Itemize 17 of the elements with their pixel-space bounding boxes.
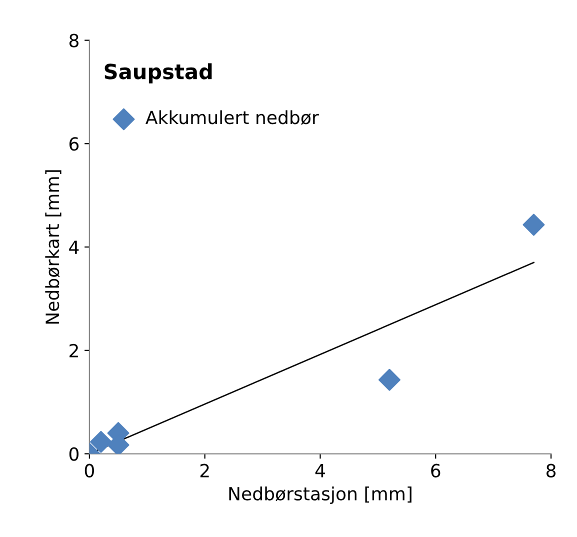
- legend-label: Akkumulert nedbør: [146, 110, 319, 125]
- x-tick-label: 8: [546, 464, 556, 478]
- x-tick-label: 4: [315, 464, 325, 478]
- y-tick-label: 4: [69, 240, 79, 254]
- point: [378, 368, 400, 391]
- point: [522, 214, 545, 236]
- y-tick-label: 8: [69, 34, 78, 48]
- x-tick-label: 0: [84, 464, 94, 478]
- y-tick-label: 6: [69, 137, 79, 151]
- text: Saupstad: [104, 63, 212, 84]
- x-tick-label: 6: [431, 464, 440, 478]
- point: [90, 430, 112, 453]
- x-tick-label: 2: [200, 464, 209, 478]
- y-axis-title: Nedbørkart [mm]: [45, 170, 62, 324]
- y-tick-label: 2: [70, 344, 78, 358]
- y-tick-label: 0: [69, 447, 79, 461]
- x-axis-title: Nedbørstasjon [mm]: [229, 486, 412, 504]
